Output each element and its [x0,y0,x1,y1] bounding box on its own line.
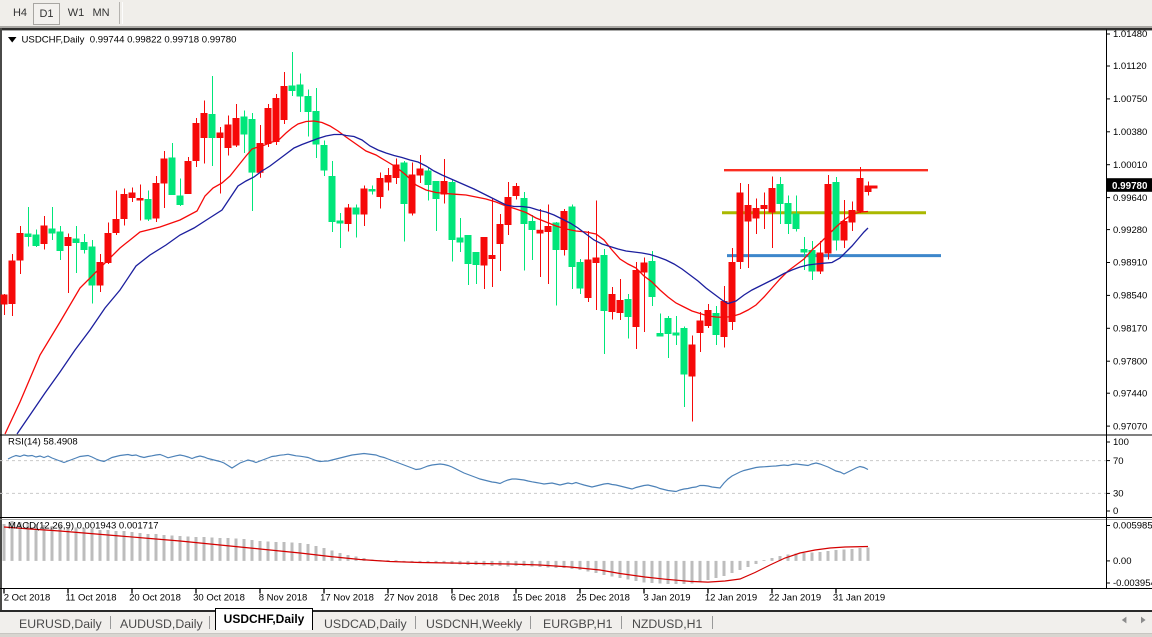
svg-text:30: 30 [1113,489,1124,500]
svg-text:22 Jan 2019: 22 Jan 2019 [769,593,821,604]
svg-text:0.98170: 0.98170 [1113,324,1147,335]
svg-text:0.00: 0.00 [1113,556,1132,567]
svg-text:0.97070: 0.97070 [1113,421,1147,432]
svg-text:15 Dec 2018: 15 Dec 2018 [512,593,566,604]
svg-text:0.99280: 0.99280 [1113,225,1147,236]
svg-text:25 Dec 2018: 25 Dec 2018 [576,593,630,604]
svg-text:0: 0 [1113,506,1118,517]
svg-text:1.01480: 1.01480 [1113,29,1147,40]
svg-text:1.00010: 1.00010 [1113,160,1147,171]
svg-text:0.97800: 0.97800 [1113,356,1147,367]
svg-text:MACD(12,26,9) 0.001943 0.00171: MACD(12,26,9) 0.001943 0.001717 [8,521,159,532]
svg-text:2 Oct 2018: 2 Oct 2018 [4,593,50,604]
svg-text:0.99780: 0.99780 [1112,181,1148,192]
svg-text:0.98910: 0.98910 [1113,258,1147,269]
svg-text:12 Jan 2019: 12 Jan 2019 [705,593,757,604]
svg-text:0.97440: 0.97440 [1113,388,1147,399]
svg-text:17 Nov 2018: 17 Nov 2018 [320,593,374,604]
svg-text:1.01120: 1.01120 [1113,61,1147,72]
svg-text:0.005985: 0.005985 [1113,521,1152,532]
svg-text:31 Jan 2019: 31 Jan 2019 [833,593,885,604]
svg-text:USDCHF,Daily 0.99744 0.99822: USDCHF,Daily 0.99744 0.99822 0.99718 0.9… [22,35,237,46]
svg-text:6 Dec 2018: 6 Dec 2018 [451,593,500,604]
svg-text:11 Oct 2018: 11 Oct 2018 [65,593,116,604]
svg-text:8 Nov 2018: 8 Nov 2018 [259,593,308,604]
svg-text:30 Oct 2018: 30 Oct 2018 [193,593,245,604]
svg-text:RSI(14) 58.4908: RSI(14) 58.4908 [8,437,78,448]
svg-text:27 Nov 2018: 27 Nov 2018 [384,593,438,604]
svg-text:0.99640: 0.99640 [1113,193,1147,204]
svg-text:70: 70 [1113,456,1124,467]
svg-text:20 Oct 2018: 20 Oct 2018 [129,593,181,604]
svg-text:3 Jan 2019: 3 Jan 2019 [643,593,690,604]
svg-text:-0.003954: -0.003954 [1113,578,1152,589]
svg-text:100: 100 [1113,437,1129,448]
svg-text:0.98540: 0.98540 [1113,291,1147,302]
svg-text:1.00750: 1.00750 [1113,94,1147,105]
svg-text:1.00380: 1.00380 [1113,127,1147,138]
